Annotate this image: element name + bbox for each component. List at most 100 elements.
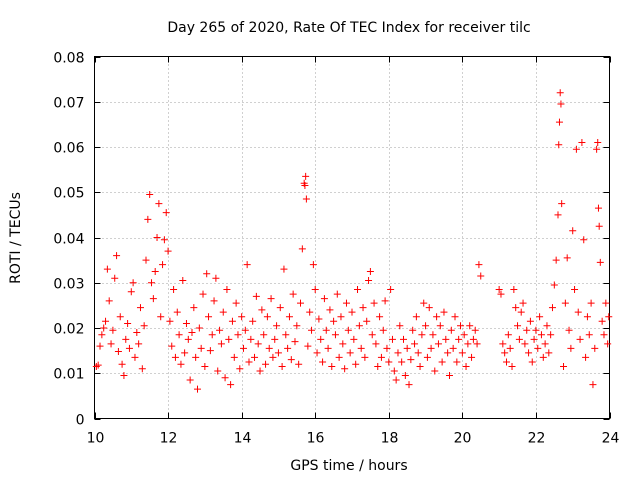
data-point <box>195 324 203 332</box>
data-point <box>285 313 293 321</box>
data-point <box>416 362 424 370</box>
data-point <box>105 297 113 305</box>
data-point <box>103 265 111 273</box>
data-point <box>120 372 128 380</box>
data-point <box>514 322 522 330</box>
data-point <box>398 358 406 366</box>
data-point <box>530 335 538 343</box>
data-point <box>539 353 547 361</box>
data-point <box>348 308 356 316</box>
data-point <box>262 360 270 368</box>
data-point <box>228 317 236 325</box>
data-point <box>385 358 393 366</box>
data-point <box>521 340 529 348</box>
data-point <box>585 331 593 339</box>
data-point <box>576 335 584 343</box>
data-point <box>594 138 602 146</box>
data-point <box>252 292 260 300</box>
data-point <box>304 342 312 350</box>
data-point <box>604 340 612 348</box>
data-point <box>561 299 569 307</box>
data-point <box>536 313 544 321</box>
data-point <box>587 299 595 307</box>
data-point <box>434 340 442 348</box>
data-point <box>245 358 253 366</box>
data-point <box>280 265 288 273</box>
data-point <box>173 308 181 316</box>
data-point <box>201 362 209 370</box>
y-tick-label: 0.07 <box>53 96 84 112</box>
data-point <box>109 326 117 334</box>
data-point <box>354 286 362 294</box>
data-point <box>284 344 292 352</box>
data-point <box>400 335 407 343</box>
data-point <box>560 362 568 370</box>
data-point <box>436 322 444 330</box>
data-point <box>580 236 588 244</box>
data-point <box>359 304 367 312</box>
data-point <box>159 261 167 269</box>
data-point <box>445 372 453 380</box>
y-tick-label: 0.01 <box>53 367 84 383</box>
data-point <box>291 338 299 346</box>
x-tick-label: 12 <box>160 431 178 447</box>
data-point <box>302 172 310 180</box>
data-point <box>113 252 121 260</box>
data-point <box>249 317 257 325</box>
data-point <box>534 344 542 352</box>
data-point <box>203 270 211 278</box>
data-point <box>519 299 527 307</box>
data-point <box>324 344 332 352</box>
data-point <box>92 362 100 370</box>
data-point <box>503 358 510 366</box>
data-point <box>221 374 229 382</box>
data-point <box>591 344 599 352</box>
data-point <box>208 331 216 339</box>
data-point <box>274 349 282 357</box>
y-tick-label: 0.04 <box>53 232 84 248</box>
data-point <box>186 376 194 384</box>
data-point <box>313 349 321 357</box>
data-point <box>355 322 363 330</box>
data-point <box>543 322 551 330</box>
data-point <box>271 335 279 343</box>
data-point <box>223 286 231 294</box>
data-point <box>477 272 485 280</box>
data-point <box>453 358 461 366</box>
data-point <box>501 349 509 357</box>
data-point <box>390 367 398 375</box>
data-point <box>136 304 144 312</box>
data-point <box>236 365 244 373</box>
data-point <box>107 340 115 348</box>
data-point <box>526 317 534 325</box>
y-tick-label: 0.02 <box>53 322 84 338</box>
data-point <box>433 313 441 321</box>
data-point <box>471 326 479 334</box>
data-point <box>444 349 452 357</box>
data-point <box>405 381 413 389</box>
data-point <box>289 290 297 298</box>
data-point <box>267 295 275 303</box>
data-point <box>460 331 468 339</box>
data-point <box>322 326 330 334</box>
data-point <box>306 308 314 316</box>
data-point <box>552 256 560 264</box>
data-point <box>462 362 470 370</box>
data-point <box>192 353 200 361</box>
data-point <box>556 89 564 97</box>
data-point <box>342 299 350 307</box>
data-point <box>558 200 566 208</box>
data-point <box>344 326 352 334</box>
data-point <box>100 324 108 332</box>
data-point <box>414 349 422 357</box>
data-point <box>254 340 262 348</box>
data-point <box>557 100 565 108</box>
data-point <box>301 181 309 189</box>
data-point <box>297 299 304 307</box>
data-point <box>357 344 365 352</box>
data-point <box>335 353 343 361</box>
data-point <box>517 308 525 316</box>
data-point <box>352 360 360 368</box>
data-point <box>545 349 553 357</box>
